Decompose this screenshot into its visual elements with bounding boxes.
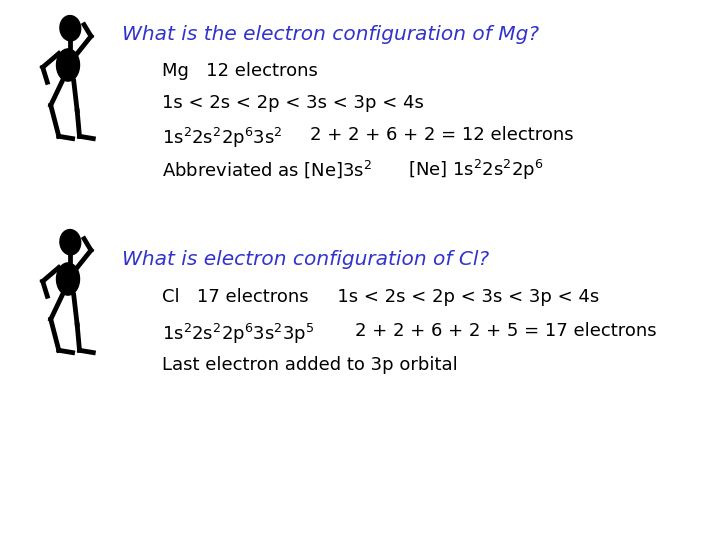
Text: What is the electron configuration of Mg?: What is the electron configuration of Mg… [122, 25, 539, 44]
Text: 1s < 2s < 2p < 3s < 3p < 4s: 1s < 2s < 2p < 3s < 3p < 4s [162, 94, 424, 112]
Ellipse shape [60, 16, 81, 41]
Ellipse shape [56, 263, 79, 295]
Text: Mg   12 electrons: Mg 12 electrons [162, 62, 318, 80]
Text: Abbreviated as [Ne]3s$^2$: Abbreviated as [Ne]3s$^2$ [162, 158, 372, 180]
Text: [Ne] 1s$^2$2s$^2$2p$^6$: [Ne] 1s$^2$2s$^2$2p$^6$ [408, 158, 544, 182]
Text: 1s$^2$2s$^2$2p$^6$3s$^2$3p$^5$: 1s$^2$2s$^2$2p$^6$3s$^2$3p$^5$ [162, 322, 314, 346]
Text: 2 + 2 + 6 + 2 = 12 electrons: 2 + 2 + 6 + 2 = 12 electrons [310, 126, 574, 144]
Text: Cl   17 electrons     1s < 2s < 2p < 3s < 3p < 4s: Cl 17 electrons 1s < 2s < 2p < 3s < 3p <… [162, 288, 599, 306]
Text: 1s$^2$2s$^2$2p$^6$3s$^2$: 1s$^2$2s$^2$2p$^6$3s$^2$ [162, 126, 282, 150]
Text: Last electron added to 3p orbital: Last electron added to 3p orbital [162, 356, 458, 374]
Text: What is electron configuration of Cl?: What is electron configuration of Cl? [122, 250, 489, 269]
Text: 2 + 2 + 6 + 2 + 5 = 17 electrons: 2 + 2 + 6 + 2 + 5 = 17 electrons [355, 322, 657, 340]
Ellipse shape [56, 49, 79, 81]
Ellipse shape [60, 230, 81, 255]
